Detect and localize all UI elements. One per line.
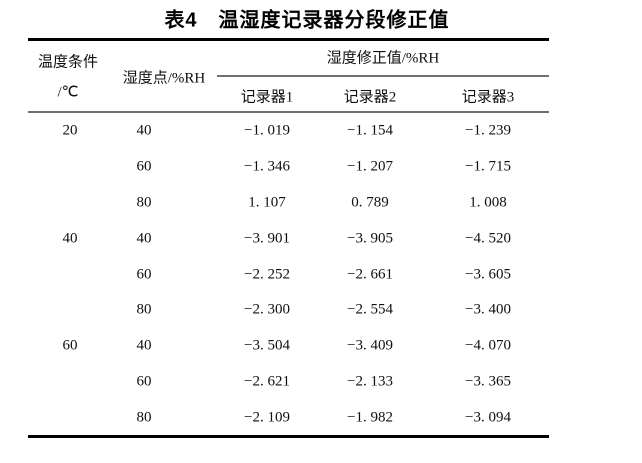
table-bottom-rule (28, 435, 549, 438)
correction-value-cell: −1. 715 (465, 158, 511, 175)
header-temperature-condition: 温度条件 (37, 54, 99, 71)
humidity-point-cell: 40 (136, 337, 152, 354)
correction-value-cell: −2. 109 (244, 409, 290, 426)
correction-value-cell: −4. 070 (465, 337, 511, 354)
correction-value-cell: −1. 154 (347, 122, 393, 139)
correction-value-cell: −3. 901 (244, 230, 290, 247)
humidity-point-cell: 60 (136, 266, 152, 283)
correction-value-cell: 0. 789 (351, 194, 389, 211)
correction-value-cell: −3. 409 (347, 337, 393, 354)
temperature-cell: 60 (62, 337, 78, 354)
correction-value-cell: −1. 019 (244, 122, 290, 139)
correction-value-cell: −2. 554 (347, 301, 393, 318)
correction-value-cell: −1. 239 (465, 122, 511, 139)
correction-value-cell: −2. 133 (347, 373, 393, 390)
header-temperature-unit: /℃ (57, 84, 79, 101)
table-caption: 表4 温湿度记录器分段修正值 (164, 9, 450, 32)
correction-value-cell: −3. 905 (347, 230, 393, 247)
correction-value-cell: −2. 621 (244, 373, 290, 390)
temperature-cell: 40 (62, 230, 78, 247)
humidity-point-cell: 80 (136, 409, 152, 426)
correction-group-rule (217, 75, 549, 77)
correction-value-cell: −3. 504 (244, 337, 290, 354)
humidity-point-cell: 40 (136, 230, 152, 247)
header-bottom-rule (28, 111, 549, 113)
humidity-point-cell: 60 (136, 373, 152, 390)
correction-value-cell: −3. 605 (465, 266, 511, 283)
correction-value-cell: −2. 661 (347, 266, 393, 283)
correction-value-cell: −2. 300 (244, 301, 290, 318)
correction-value-cell: −3. 094 (465, 409, 511, 426)
correction-value-cell: −1. 982 (347, 409, 393, 426)
humidity-point-cell: 80 (136, 301, 152, 318)
header-correction-group: 湿度修正值/%RH (326, 50, 440, 67)
humidity-point-cell: 60 (136, 158, 152, 175)
header-humidity-point: 湿度点/%RH (122, 70, 206, 87)
temperature-cell: 20 (62, 122, 78, 139)
correction-value-cell: −3. 400 (465, 301, 511, 318)
correction-value-cell: −1. 207 (347, 158, 393, 175)
table-top-rule (28, 38, 549, 41)
correction-value-cell: −4. 520 (465, 230, 511, 247)
header-recorder-3: 记录器3 (461, 89, 515, 106)
humidity-point-cell: 80 (136, 194, 152, 211)
correction-value-cell: 1. 107 (248, 194, 286, 211)
humidity-point-cell: 40 (136, 122, 152, 139)
header-recorder-1: 记录器1 (240, 89, 294, 106)
correction-value-cell: −1. 346 (244, 158, 290, 175)
correction-value-cell: −2. 252 (244, 266, 290, 283)
header-recorder-2: 记录器2 (343, 89, 397, 106)
correction-value-cell: −3. 365 (465, 373, 511, 390)
correction-value-cell: 1. 008 (469, 194, 507, 211)
